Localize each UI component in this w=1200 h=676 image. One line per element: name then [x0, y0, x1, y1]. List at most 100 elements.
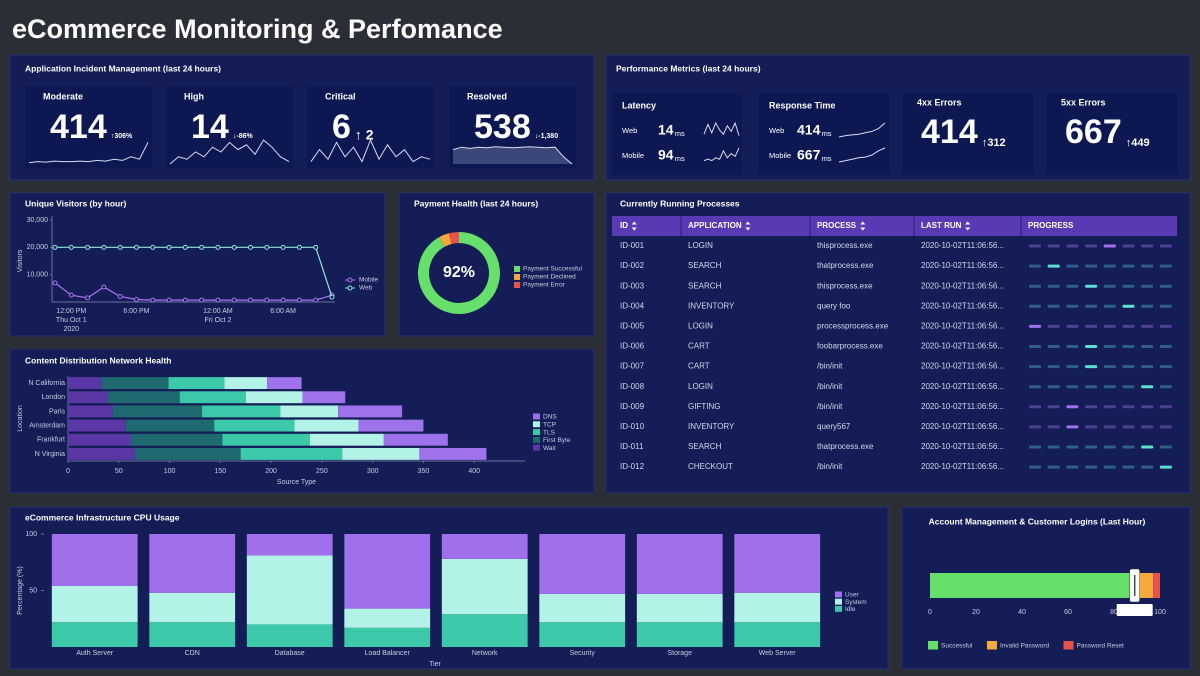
- point: [248, 244, 254, 250]
- y-tick-label: Frankfurt: [37, 437, 65, 444]
- x-tick-label: Web Server: [759, 650, 796, 657]
- bar-segment: [441, 558, 528, 615]
- progress-dash: [1103, 385, 1116, 389]
- sparkline: [838, 122, 886, 138]
- progress-dash: [1141, 244, 1154, 248]
- progress-dash: [1159, 365, 1172, 369]
- progress-dash: [1066, 345, 1079, 348]
- bar-segment: [344, 608, 431, 628]
- progress-dash: [1085, 405, 1098, 409]
- bar-segment: [734, 534, 821, 593]
- progress-dash: [1159, 405, 1172, 409]
- y-tick-label: 50: [29, 587, 37, 594]
- progress-dash: [1047, 465, 1060, 469]
- point: [85, 244, 91, 250]
- column-header: LAST RUN: [921, 221, 962, 230]
- row-value: 414: [797, 122, 821, 138]
- table-cell: CART: [688, 342, 710, 351]
- progress-dash: [1122, 244, 1135, 248]
- x-tick-label: Security: [570, 650, 596, 657]
- x-tick-label: 150: [214, 468, 226, 475]
- kpi-label: High: [184, 91, 204, 101]
- bar-segment: [280, 405, 339, 418]
- metric-tile: [1047, 93, 1177, 175]
- table-cell: SEARCH: [688, 442, 722, 451]
- kpi-label: Critical: [325, 91, 356, 101]
- progress-dash: [1103, 425, 1116, 429]
- x-tick-date: Fri Oct 2: [205, 317, 232, 324]
- legend-label: TLS: [543, 429, 556, 436]
- row-label: Web: [622, 126, 637, 135]
- progress-dash: [1103, 365, 1116, 369]
- progress-dash: [1141, 465, 1154, 469]
- x-tick-label: 80: [1110, 609, 1118, 616]
- legend-swatch: [835, 591, 842, 598]
- progress-dash: [1029, 425, 1041, 429]
- bar-segment: [302, 391, 346, 404]
- row-value: 94: [658, 147, 674, 163]
- progress-dash: [1141, 425, 1154, 429]
- legend-swatch: [533, 413, 540, 420]
- progress-dash: [1122, 324, 1135, 328]
- sort-icon: [745, 221, 751, 231]
- kpi-value: 14: [191, 108, 229, 146]
- bar-segment: [734, 622, 821, 647]
- legend-swatch: [514, 274, 520, 280]
- table-cell: CART: [688, 362, 710, 371]
- progress-dash: [1141, 365, 1154, 369]
- progress-dash: [1047, 445, 1060, 449]
- progress-dash: [1141, 385, 1154, 389]
- progress-dash: [1103, 324, 1116, 328]
- progress-dash: [1066, 425, 1079, 429]
- progress-dash: [1066, 445, 1079, 449]
- progress-dash: [1159, 465, 1172, 469]
- progress-dash: [1066, 264, 1079, 268]
- progress-dash: [1103, 445, 1116, 449]
- bar-segment: [539, 593, 626, 623]
- progress-dash: [1029, 345, 1041, 348]
- bar-segment: [441, 534, 528, 559]
- x-tick-label: 100: [164, 468, 176, 475]
- y-tick-label: Paris: [49, 408, 65, 415]
- table-cell: thisprocess.exe: [817, 241, 873, 250]
- kpi-change: ↓-86%: [233, 133, 254, 140]
- bar-segment: [246, 534, 333, 556]
- progress-dash: [1029, 445, 1041, 449]
- x-tick-label: 0: [66, 468, 70, 475]
- table-cell: ID-005: [620, 322, 645, 331]
- table-cell: 2020-10-02T11:06:56...: [921, 301, 1004, 310]
- bar-segment: [246, 555, 333, 625]
- bar-segment: [245, 391, 303, 404]
- point: [231, 297, 237, 303]
- kpi-change: ↑ 2: [355, 127, 374, 143]
- bar-segment: [168, 377, 225, 390]
- panel: [9, 192, 386, 337]
- progress-dash: [1085, 365, 1098, 369]
- legend-label: Payment Error: [523, 282, 566, 289]
- kpi-change: ↑306%: [111, 133, 133, 140]
- row-label: Mobile: [622, 151, 644, 160]
- bar-segment: [149, 592, 236, 623]
- progress-dash: [1141, 405, 1154, 409]
- table-cell: ID-006: [620, 342, 645, 351]
- table-cell: 2020-10-02T11:06:56...: [921, 402, 1004, 411]
- panel-title: Currently Running Processes: [620, 198, 740, 208]
- progress-dash: [1141, 445, 1154, 449]
- x-tick-label: CDN: [185, 650, 200, 657]
- table-cell: thatprocess.exe: [817, 261, 874, 270]
- panel-title: Content Distribution Network Health: [25, 355, 171, 365]
- unit: ms: [675, 154, 685, 163]
- column-header: APPLICATION: [688, 221, 742, 230]
- table-cell: LOGIN: [688, 382, 713, 391]
- table-cell: 2020-10-02T11:06:56...: [921, 281, 1004, 290]
- point: [52, 280, 58, 286]
- metric-label: Response Time: [769, 100, 835, 110]
- legend-swatch: [928, 641, 938, 650]
- column-header: PROCESS: [817, 221, 857, 230]
- point: [264, 297, 270, 303]
- kpi-value: 6: [332, 108, 351, 146]
- legend-label: User: [845, 592, 860, 599]
- sparkline: [838, 147, 886, 163]
- table-cell: ID-010: [620, 422, 645, 431]
